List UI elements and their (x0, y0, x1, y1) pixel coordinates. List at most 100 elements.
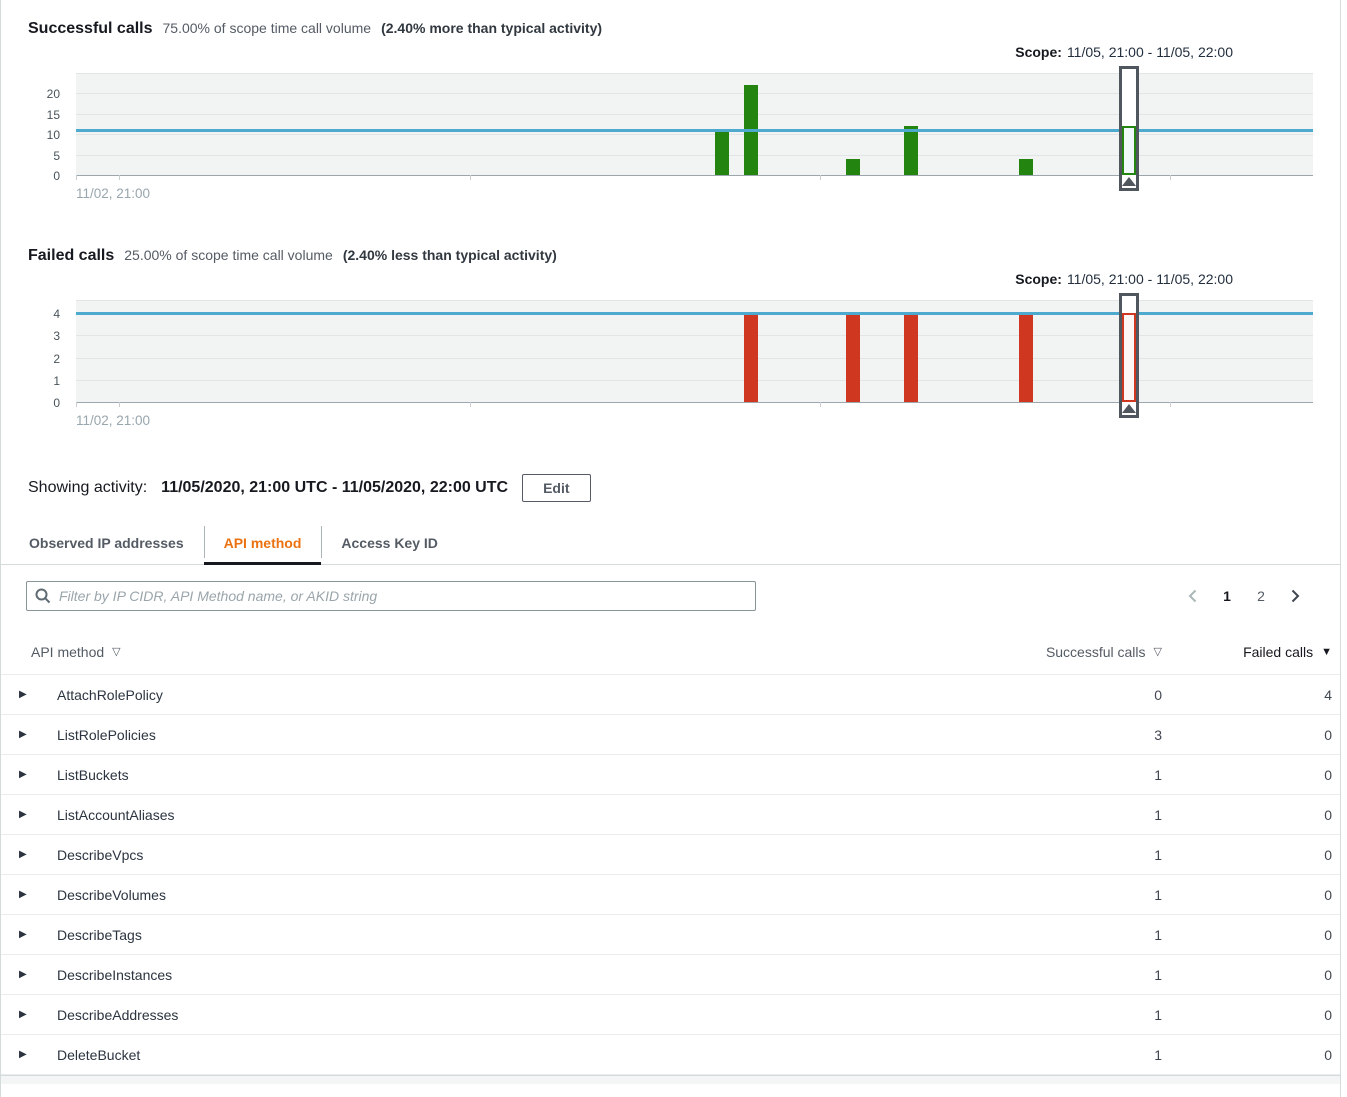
table-row[interactable]: ▶ DescribeVpcs 1 0 (1, 835, 1340, 875)
expand-row-icon[interactable]: ▶ (19, 689, 27, 700)
chart-subtitle: 25.00% of scope time call volume (124, 247, 333, 263)
table-row[interactable]: ▶ DescribeInstances 1 0 (1, 955, 1340, 995)
column-header-successful-calls[interactable]: Successful calls ▽ (1045, 643, 1162, 660)
successful-calls-value: 1 (1154, 766, 1162, 783)
next-page-button[interactable] (1284, 584, 1306, 608)
tab-api-method[interactable]: API method (203, 522, 322, 565)
successful-calls-value: 1 (1154, 806, 1162, 823)
pagination: 1 2 (1182, 584, 1320, 608)
table-row[interactable]: ▶ ListRolePolicies 3 0 (1, 715, 1340, 755)
expand-row-icon[interactable]: ▶ (19, 969, 27, 980)
expand-row-icon[interactable]: ▶ (19, 889, 27, 900)
search-icon (35, 588, 51, 609)
api-method-name: DeleteBucket (57, 1046, 141, 1063)
plot-area[interactable] (75, 66, 1313, 191)
typical-activity-line (76, 311, 1313, 315)
bar (845, 159, 860, 175)
gridline (76, 113, 1313, 115)
api-method-cell: ▶ DescribeTags (1, 927, 990, 943)
table-body: ▶ AttachRolePolicy 0 4 ▶ ListRolePolicies 3 0 ▶ L… (1, 675, 1340, 1075)
x-axis-tick (1170, 175, 1172, 180)
api-method-name: DescribeAddresses (57, 1006, 179, 1023)
table-row[interactable]: ▶ ListBuckets 1 0 (1, 755, 1340, 795)
api-method-cell: ▶ ListBuckets (1, 767, 990, 783)
showing-activity-range: 11/05/2020, 21:00 UTC - 11/05/2020, 22:0… (161, 479, 509, 496)
failed-calls-value: 0 (1324, 926, 1332, 943)
table-row[interactable]: ▶ DeleteBucket 1 0 (1, 1035, 1340, 1075)
sort-icon-descending[interactable]: ▼ (1321, 645, 1332, 658)
failed-calls-value: 0 (1324, 1046, 1332, 1063)
gridline (76, 379, 1313, 381)
api-method-panel: 1 2 API method ▽ Successful calls ▽ (1, 564, 1340, 1075)
successful-calls-value: 1 (1154, 886, 1162, 903)
page-number-1[interactable]: 1 (1216, 584, 1238, 608)
successful-calls-section: Successful calls 75.00% of scope time ca… (1, 0, 1340, 201)
edit-button[interactable]: Edit (522, 474, 591, 502)
scope-label: Scope: (1015, 271, 1062, 287)
gridline (76, 93, 1313, 95)
y-axis-tick-label: 15 (46, 107, 60, 122)
expand-row-icon[interactable]: ▶ (19, 1049, 27, 1060)
table-row[interactable]: ▶ AttachRolePolicy 0 4 (1, 675, 1340, 715)
expand-row-icon[interactable]: ▶ (19, 809, 27, 820)
y-axis-tick-label: 2 (53, 351, 60, 366)
selected-bar[interactable] (1121, 126, 1136, 175)
expand-row-icon[interactable]: ▶ (19, 929, 27, 940)
column-header-failed-calls[interactable]: Failed calls ▼ (1243, 643, 1332, 660)
api-method-cell: ▶ DescribeAddresses (1, 1007, 990, 1023)
failed-calls-value: 0 (1324, 806, 1332, 823)
column-header-api-method[interactable]: API method ▽ (31, 643, 121, 660)
y-axis-tick-label: 0 (53, 169, 60, 183)
chart-wrap: 0 5 10 15 20 (47, 66, 1313, 191)
x-axis-tick (118, 402, 120, 407)
successful-calls-value: 1 (1154, 966, 1162, 983)
api-method-cell: ▶ DescribeVolumes (1, 887, 990, 903)
selected-bar[interactable] (1121, 313, 1136, 402)
y-axis: 0 1 2 3 4 (26, 301, 68, 410)
plot-area[interactable] (75, 293, 1313, 418)
showing-activity-label: Showing activity: (28, 479, 148, 496)
failed-calls-value: 0 (1324, 726, 1332, 743)
sort-icon-outline[interactable]: ▽ (112, 646, 121, 658)
failed-calls-value: 0 (1324, 1006, 1332, 1023)
table-row[interactable]: ▶ DescribeTags 1 0 (1, 915, 1340, 955)
y-axis-tick-label: 10 (46, 128, 60, 143)
api-method-cell: ▶ ListAccountAliases (1, 807, 990, 823)
api-method-cell: ▶ AttachRolePolicy (1, 687, 990, 703)
api-method-name: AttachRolePolicy (57, 686, 163, 703)
table-row[interactable]: ▶ DescribeVolumes 1 0 (1, 875, 1340, 915)
table-row[interactable]: ▶ ListAccountAliases 1 0 (1, 795, 1340, 835)
api-method-cell: ▶ DeleteBucket (1, 1047, 990, 1063)
table-row[interactable]: ▶ DescribeAddresses 1 0 (1, 995, 1340, 1035)
y-axis-tick-label: 4 (53, 307, 60, 322)
expand-row-icon[interactable]: ▶ (19, 769, 27, 780)
successful-calls-value: 1 (1154, 1006, 1162, 1023)
tab-observed-ip-addresses[interactable]: Observed IP addresses (29, 535, 184, 551)
previous-page-button[interactable] (1182, 584, 1204, 608)
api-method-name: DescribeVolumes (57, 886, 166, 903)
expand-row-icon[interactable]: ▶ (19, 849, 27, 860)
selection-caret-icon (1121, 404, 1136, 413)
y-axis-tick-label: 20 (46, 87, 60, 102)
expand-row-icon[interactable]: ▶ (19, 1009, 27, 1020)
scope-range: 11/05, 21:00 - 11/05, 22:00 (1066, 271, 1233, 287)
page-number-2[interactable]: 2 (1250, 584, 1272, 608)
bar (1019, 313, 1034, 402)
bar (845, 313, 860, 402)
successful-calls-value: 0 (1154, 686, 1162, 703)
filter-input[interactable] (26, 581, 756, 611)
x-axis-tick (470, 175, 472, 180)
failed-calls-value: 0 (1324, 766, 1332, 783)
tab-access-key-id[interactable]: Access Key ID (321, 522, 458, 564)
api-method-name: ListBuckets (57, 766, 129, 783)
chart-annotation: (2.40% more than typical activity) (381, 20, 603, 36)
y-axis-tick-label: 0 (53, 396, 60, 410)
x-axis-tick (470, 402, 472, 407)
sort-icon-outline[interactable]: ▽ (1153, 646, 1162, 658)
expand-row-icon[interactable]: ▶ (19, 729, 27, 740)
chart-title: Successful calls (28, 20, 153, 37)
api-method-name: DescribeInstances (57, 966, 173, 983)
chevron-right-icon (1291, 589, 1300, 603)
y-axis-tick-label: 5 (53, 148, 60, 163)
x-axis-tick (75, 402, 77, 407)
